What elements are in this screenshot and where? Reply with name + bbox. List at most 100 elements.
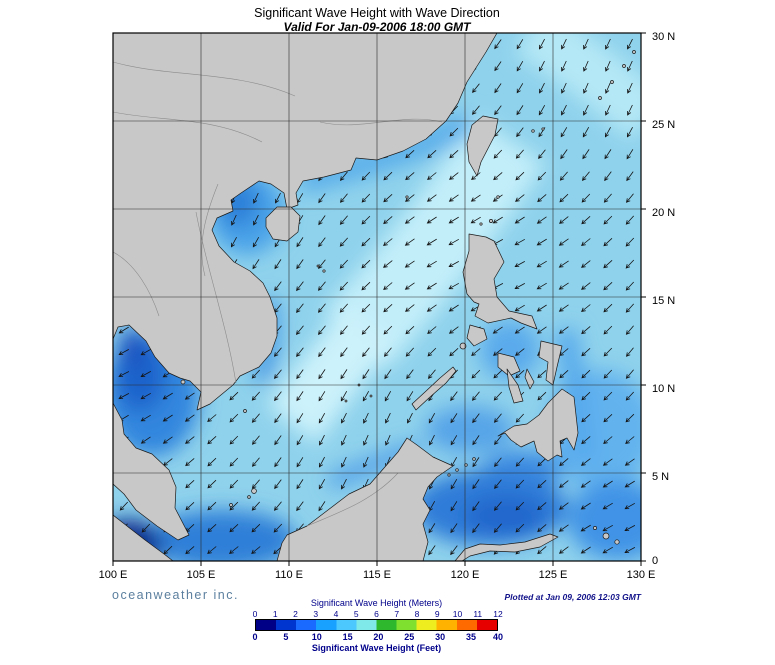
wave-arrow [627,38,633,50]
land-palawan [411,366,457,411]
wave-arrow [207,457,217,467]
wave-arrow [207,479,217,489]
x-tick-label-110e: 110 E [275,569,303,581]
feet-tick-40: 40 [492,632,504,642]
wave-arrow [625,237,635,247]
legend-title-meters: Significant Wave Height (Meters) [310,598,443,608]
wave-arrow [583,82,589,94]
wave-arrow [448,261,459,267]
wave-arrow [537,194,547,203]
wave-arrow [472,413,480,424]
wave-arrow [449,150,459,159]
wave-arrow [581,369,591,379]
wave-arrow [296,501,304,512]
wave-arrow [536,216,547,224]
wave-arrow [231,214,237,226]
wave-arrow [603,238,613,247]
wave-arrow [251,413,260,423]
wave-arrow [537,502,547,511]
wave-arrow [470,194,481,202]
wave-arrow [361,259,371,269]
wave-arrow [207,524,217,533]
map-canvas: 100 E 105 E 110 E 115 E 120 E 125 E 130 … [99,31,676,581]
wave-arrow [580,480,591,488]
wave-arrow [580,524,591,532]
wave-arrow [493,348,503,356]
wave-arrow [207,436,217,445]
wave-arrow [207,501,217,511]
axis-tick-marks [112,32,646,566]
wave-arrow [339,281,348,291]
wave-arrow [251,479,260,489]
wave-arrow [296,281,304,292]
wave-arrow [605,60,611,72]
land-panay [497,352,521,377]
land-negros [506,368,524,404]
wave-arrow [428,545,436,556]
wave-arrow [581,326,591,335]
wave-arrow [625,347,634,357]
wave-arrow [582,149,590,160]
feet-tick-5: 5 [283,632,289,642]
wave-arrow [384,369,392,380]
wave-arrow [561,104,567,116]
wave-arrow [119,501,128,511]
wave-arrow [361,325,370,335]
wave-arrow [251,369,260,379]
wave-arrow [581,304,591,313]
wave-arrow [251,457,260,467]
wave-arrow [602,480,613,488]
wave-arrow [625,193,634,203]
wave-arrow [427,369,436,379]
valid-time-subtitle: Valid For Jan-09-2006 18:00 GMT [283,20,471,34]
wave-arrow [537,391,547,401]
wave-arrow [450,523,458,534]
wave-arrow [583,104,589,116]
wave-arrow [185,480,195,489]
wave-arrow [318,193,326,204]
wave-arrow [624,525,636,531]
wave-arrow [603,347,613,357]
wave-arrow [603,260,613,269]
y-tick-label-20n: 20 N [652,207,675,219]
wave-arrow [560,149,568,160]
wave-arrow [404,216,415,224]
wave-arrow [296,413,304,424]
wave-arrow [515,413,524,423]
wave-arrow [273,501,282,511]
wave-arrow [273,347,282,357]
wave-arrow [472,523,480,534]
wave-arrow [627,127,633,138]
wave-arrow [494,479,502,489]
wave-arrow [339,325,348,335]
wave-arrow [625,303,634,313]
y-tick-label-15n: 15 N [652,295,675,307]
wave-arrow [253,214,259,226]
wave-arrow [470,216,481,224]
wave-arrow [493,391,502,401]
wave-arrow [361,281,371,291]
meters-tick-10: 10 [452,609,463,619]
wave-arrow [514,326,525,334]
wave-arrow [560,127,568,138]
wave-arrow [295,325,304,335]
wave-arrow [472,83,480,93]
wave-arrow [231,237,237,248]
wave-arrow [515,171,525,181]
land-luzon [462,233,538,330]
x-tick-label-125e: 125 E [539,569,568,581]
wave-arrow [605,82,611,94]
wave-arrow [229,457,239,467]
x-tick-label-130e: 130 E [627,569,656,581]
land-sumatra [113,514,174,561]
meters-tick-11: 11 [473,609,483,619]
wave-arrow [383,238,393,247]
wave-arrow [162,392,173,400]
meters-tick-8: 8 [414,609,420,619]
x-tick-label-100e: 100 E [99,569,128,581]
wave-arrow [472,457,480,468]
meters-tick-4: 4 [333,609,339,619]
wave-arrow [405,150,415,159]
land-malay-peninsula [113,402,190,541]
